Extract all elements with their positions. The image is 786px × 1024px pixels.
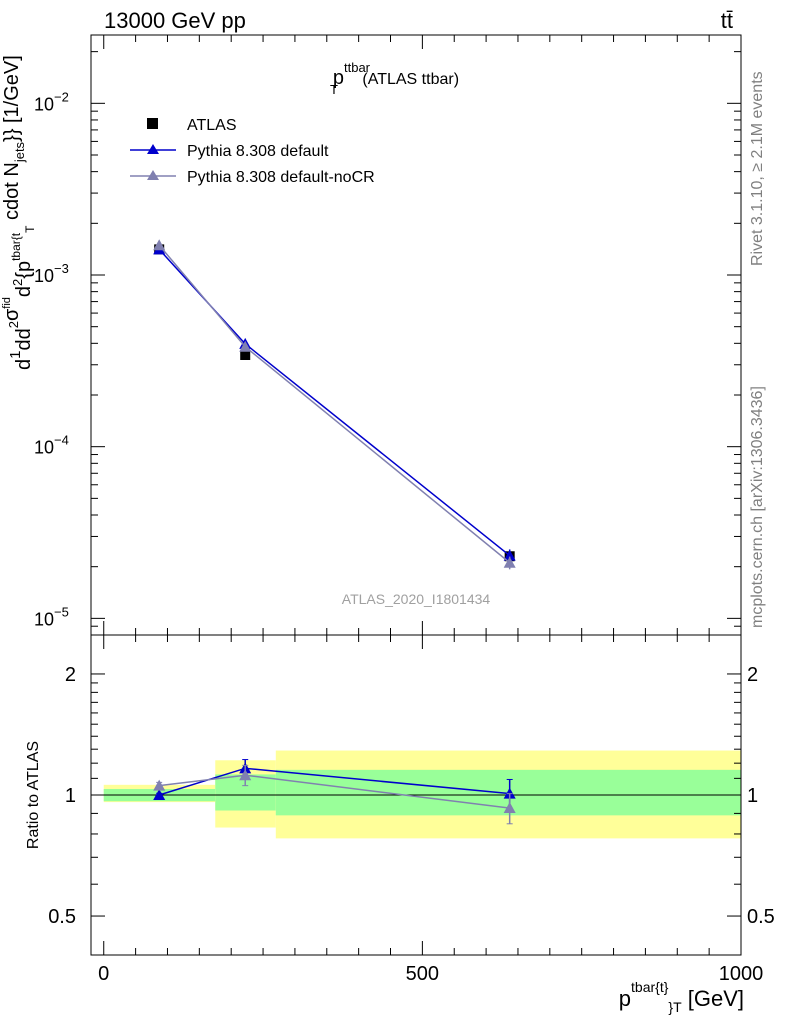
main-y-tick-label: 10−2 <box>34 89 69 114</box>
ratio-y-tick-label: 2 <box>65 664 76 686</box>
svg-text:d1dd2σfidd2{ptbar{tT cdot Njet: d1dd2σfidd2{ptbar{tT cdot Njets}} [1/GeV… <box>1 55 37 370</box>
energy-label: 13000 GeV pp <box>104 8 246 33</box>
ratio-y-tick-label: 1 <box>65 785 76 807</box>
legend-item-default: Pythia 8.308 default <box>130 143 329 160</box>
main-data-point-2 <box>503 556 516 568</box>
ratio-y-tick-label: 0.5 <box>48 906 76 928</box>
ratio-y-axis-label: Ratio to ATLAS <box>25 741 42 849</box>
legend: ATLAS Pythia 8.308 default Pythia 8.308 … <box>130 117 375 186</box>
process-label: tt̄ <box>721 8 733 33</box>
ratio-data-point-1 <box>153 779 166 791</box>
legend-label-atlas: ATLAS <box>187 117 237 134</box>
rivet-label: Rivet 3.1.10, ≥ 2.1M events <box>749 71 766 266</box>
ratio-data-point-0 <box>153 789 166 800</box>
main-y-tick-label: 10−3 <box>34 261 69 286</box>
main-data-point-2 <box>153 239 166 251</box>
ratio-y-tick-label-right: 0.5 <box>747 906 775 928</box>
main-y-axis-label: d1dd2σfidd2{ptbar{tT cdot Njets}} [1/GeV… <box>1 55 37 370</box>
main-data-point-2 <box>239 340 252 352</box>
ratio-y-tick-label-right: 1 <box>747 785 758 807</box>
legend-item-atlas: ATLAS <box>147 117 237 134</box>
legend-marker-atlas <box>147 118 158 129</box>
ratio-y-tick-label-right: 2 <box>747 664 758 686</box>
legend-item-nocr: Pythia 8.308 default-noCR <box>130 169 375 186</box>
ratio-data-point-1 <box>503 802 516 814</box>
x-axis-label: ptbar{t}}T [GeV] <box>619 979 744 1015</box>
main-title: pttbar T (ATLAS ttbar) <box>330 60 459 97</box>
ratio-data-point-1 <box>239 769 252 781</box>
x-tick-label: 500 <box>406 963 439 985</box>
main-y-tick-label: 10−5 <box>34 604 69 629</box>
analysis-label: ATLAS_2020_I1801434 <box>342 591 491 607</box>
main-data-point-atlas <box>240 349 251 360</box>
legend-label-default: Pythia 8.308 default <box>187 143 329 160</box>
main-series-line-1 <box>158 248 511 557</box>
legend-label-nocr: Pythia 8.308 default-noCR <box>187 169 375 186</box>
x-tick-label: 1000 <box>719 963 764 985</box>
x-tick-label: 0 <box>98 963 109 985</box>
legend-marker-default <box>147 144 159 154</box>
main-series-line-2 <box>158 244 511 564</box>
chart-marks: 10−2 10−3 10−4 10−5 2 2 1 1 0.5 0.5 0 500 1000 <box>34 34 775 985</box>
mcplots-label: mcplots.cern.ch [arXiv:1306.3436] <box>749 386 766 628</box>
legend-marker-nocr <box>147 170 159 180</box>
main-y-tick-label: 10−4 <box>34 433 69 458</box>
main-data-point-1 <box>503 549 516 561</box>
